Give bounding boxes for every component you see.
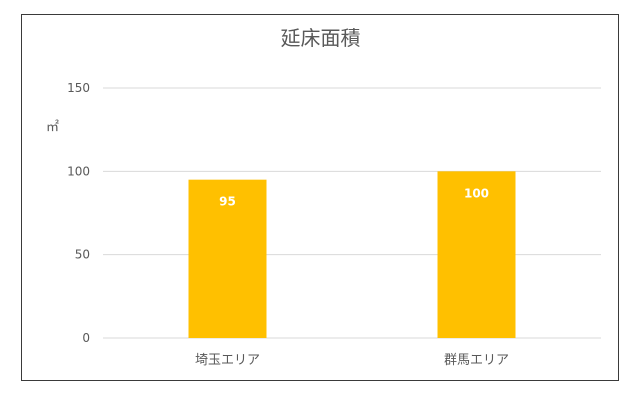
chart-title: 延床面積 [280, 26, 361, 50]
y-tick-label-0: 0 [82, 331, 90, 345]
x-category-label-1: 埼玉エリア [195, 353, 260, 368]
data-labels: 95 100 [219, 186, 489, 208]
bar-1 [188, 179, 267, 338]
y-axis-unit-label: ㎡ [46, 120, 60, 135]
x-category-label-2: 群馬エリア [444, 353, 509, 368]
gridlines [103, 87, 601, 339]
y-tick-label-150: 150 [67, 81, 90, 95]
data-label-1: 95 [219, 195, 236, 209]
x-axis-categories: 埼玉エリア 群馬エリア [195, 353, 509, 368]
y-axis-ticks: 0 50 100 150 [67, 81, 90, 345]
chart-frame [21, 14, 619, 381]
y-tick-label-100: 100 [67, 164, 90, 178]
data-label-2: 100 [464, 186, 489, 200]
bar-2 [437, 171, 516, 338]
y-tick-label-50: 50 [75, 248, 90, 262]
bars [188, 171, 516, 338]
